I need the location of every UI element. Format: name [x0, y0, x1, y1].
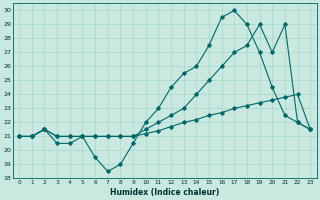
X-axis label: Humidex (Indice chaleur): Humidex (Indice chaleur): [110, 188, 219, 197]
